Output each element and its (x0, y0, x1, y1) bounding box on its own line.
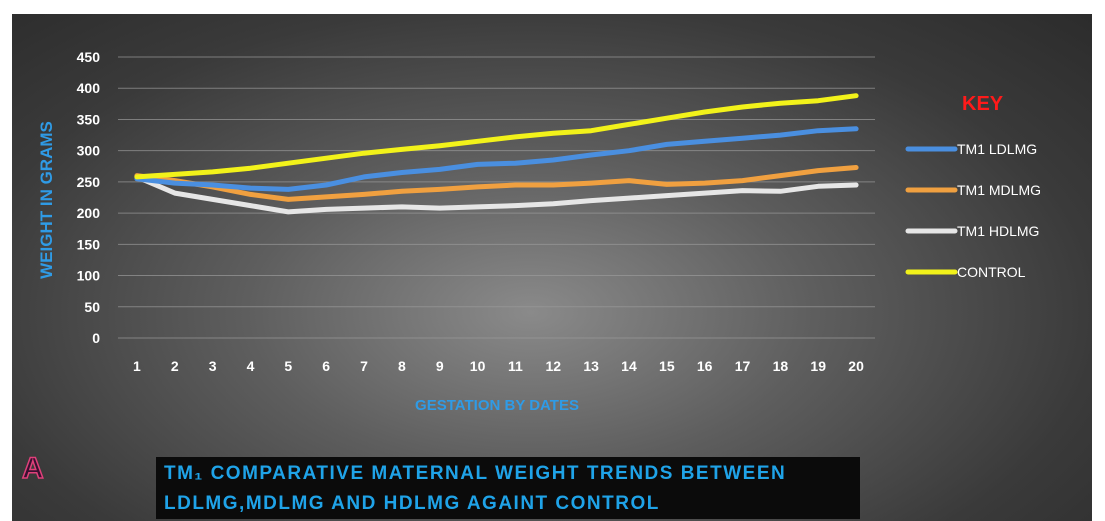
top-margin (0, 0, 1105, 14)
y-tick-label: 250 (77, 174, 101, 190)
legend: TM1 LDLMG TM1 MDLMG TM1 HDLMG CONTROL (905, 141, 1041, 280)
x-tick-label: 19 (810, 358, 826, 374)
y-tick-label: 200 (77, 205, 101, 221)
caption-line-2: LDLMG,MDLMG AND HDLMG AGAINT CONTROL (164, 493, 660, 514)
x-tick-label: 5 (284, 358, 292, 374)
y-tick-label: 50 (84, 299, 100, 315)
y-axis-ticks: 0 50 100 150 200 250 300 350 400 450 (77, 49, 101, 346)
legend-label: TM1 HDLMG (957, 223, 1039, 239)
gridlines (118, 56, 875, 339)
x-axis-title: GESTATION BY DATES (415, 397, 579, 414)
x-tick-label: 15 (659, 358, 675, 374)
legend-title: KEY (962, 93, 1004, 115)
x-axis-ticks: 1 2 3 4 5 6 7 8 9 10 11 12 13 14 15 16 17 18 19 20 (133, 358, 864, 374)
right-margin (1092, 0, 1105, 521)
legend-label: CONTROL (957, 264, 1026, 280)
caption-line-1: TM₁ COMPARATIVE MATERNAL WEIGHT TRENDS B… (164, 463, 787, 484)
x-tick-label: 4 (247, 358, 255, 374)
series-line-control (134, 93, 859, 180)
left-margin (0, 0, 12, 521)
legend-label: TM1 MDLMG (957, 182, 1041, 198)
series-lines (134, 93, 859, 215)
y-tick-label: 150 (77, 236, 101, 252)
y-tick-label: 450 (77, 49, 101, 65)
x-tick-label: 13 (583, 358, 599, 374)
y-tick-label: 300 (77, 143, 101, 159)
x-tick-label: 17 (735, 358, 751, 374)
x-tick-label: 14 (621, 358, 637, 374)
x-tick-label: 11 (508, 358, 523, 374)
series-line-tm1-mdlmg (134, 165, 859, 202)
x-tick-label: 20 (848, 358, 864, 374)
series-line-tm1-ldlmg (134, 126, 859, 192)
y-tick-label: 350 (77, 111, 101, 127)
y-axis-title: WEIGHT IN GRAMS (37, 121, 56, 279)
x-tick-label: 18 (773, 358, 789, 374)
legend-label: TM1 LDLMG (957, 141, 1037, 157)
x-tick-label: 6 (322, 358, 330, 374)
x-tick-label: 8 (398, 358, 406, 374)
x-tick-label: 3 (209, 358, 217, 374)
x-tick-label: 1 (133, 358, 141, 374)
x-tick-label: 16 (697, 358, 713, 374)
x-tick-label: 7 (360, 358, 368, 374)
x-tick-label: 10 (470, 358, 486, 374)
panel-letter: A (21, 451, 44, 486)
series-line-tm1-hdlmg (134, 174, 859, 215)
x-tick-label: 2 (171, 358, 179, 374)
figure-caption: TM₁ COMPARATIVE MATERNAL WEIGHT TRENDS B… (156, 457, 860, 519)
y-tick-label: 0 (92, 330, 100, 346)
x-tick-label: 12 (545, 358, 561, 374)
y-tick-label: 100 (77, 268, 101, 284)
y-tick-label: 400 (77, 80, 101, 96)
x-tick-label: 9 (436, 358, 444, 374)
